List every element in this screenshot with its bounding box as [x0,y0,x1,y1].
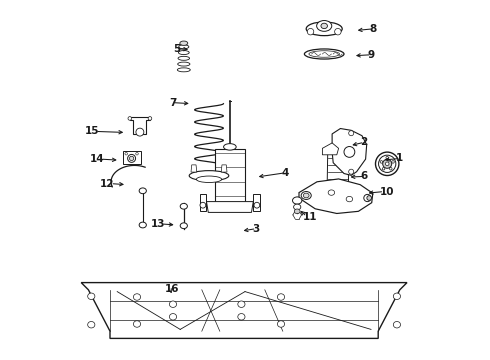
Polygon shape [191,165,197,172]
Ellipse shape [179,45,189,49]
Ellipse shape [136,153,138,155]
Polygon shape [299,179,373,213]
Text: 1: 1 [396,153,403,163]
Polygon shape [322,143,339,155]
Ellipse shape [379,155,396,172]
Ellipse shape [88,321,95,328]
Ellipse shape [277,294,285,300]
Ellipse shape [382,167,385,170]
Ellipse shape [375,152,399,175]
Text: 2: 2 [360,137,368,147]
Ellipse shape [383,159,392,168]
Ellipse shape [238,301,245,307]
Text: 12: 12 [100,179,115,189]
Ellipse shape [128,117,132,120]
Ellipse shape [301,192,311,199]
Ellipse shape [303,193,309,198]
Ellipse shape [178,62,190,66]
Ellipse shape [304,49,344,59]
Ellipse shape [277,321,285,327]
Polygon shape [332,129,367,175]
Ellipse shape [129,156,134,161]
Polygon shape [253,194,260,211]
Ellipse shape [328,190,335,195]
Ellipse shape [180,223,187,229]
Ellipse shape [367,196,371,200]
Ellipse shape [88,293,95,300]
Text: 15: 15 [85,126,99,136]
Text: 8: 8 [369,24,376,34]
Ellipse shape [321,23,327,29]
Ellipse shape [133,321,141,327]
Ellipse shape [392,161,394,163]
Ellipse shape [386,162,389,166]
Ellipse shape [294,204,301,210]
Text: 13: 13 [150,219,165,229]
Text: 11: 11 [303,212,317,222]
Text: 14: 14 [90,154,104,164]
Ellipse shape [306,22,342,36]
Ellipse shape [317,21,332,31]
Ellipse shape [180,203,187,209]
Text: 16: 16 [165,284,179,294]
Ellipse shape [344,147,355,157]
Ellipse shape [254,202,260,208]
Ellipse shape [139,222,147,228]
Polygon shape [81,283,407,338]
Ellipse shape [200,202,206,208]
Ellipse shape [189,171,229,181]
Ellipse shape [386,156,389,159]
Text: 10: 10 [380,186,394,197]
Ellipse shape [238,314,245,320]
Ellipse shape [309,51,340,57]
Ellipse shape [136,128,144,136]
Text: 7: 7 [169,98,176,108]
Ellipse shape [170,314,176,320]
Ellipse shape [223,144,236,150]
Ellipse shape [170,301,176,307]
Ellipse shape [177,68,190,72]
Polygon shape [206,202,253,212]
Ellipse shape [178,51,189,55]
Ellipse shape [133,294,141,300]
Polygon shape [130,117,150,134]
Text: 6: 6 [360,171,368,181]
Ellipse shape [148,117,152,120]
Ellipse shape [178,57,190,60]
Ellipse shape [139,188,147,194]
Ellipse shape [196,176,221,183]
Ellipse shape [294,209,300,214]
Polygon shape [200,194,206,211]
Ellipse shape [390,167,392,170]
Text: 4: 4 [281,168,289,178]
Ellipse shape [393,321,400,328]
Ellipse shape [380,161,383,163]
Polygon shape [215,149,245,202]
Ellipse shape [125,153,127,155]
Ellipse shape [335,28,341,35]
Ellipse shape [346,197,353,202]
Polygon shape [122,151,141,164]
Ellipse shape [180,41,188,45]
Polygon shape [327,148,349,191]
Polygon shape [221,165,227,172]
Ellipse shape [349,169,354,174]
Ellipse shape [393,293,400,300]
Ellipse shape [307,28,314,35]
Text: 3: 3 [252,224,259,234]
Text: 9: 9 [368,50,374,60]
Ellipse shape [349,131,354,136]
Ellipse shape [364,194,371,202]
Text: 5: 5 [173,44,180,54]
Ellipse shape [293,197,302,204]
Ellipse shape [127,154,136,162]
